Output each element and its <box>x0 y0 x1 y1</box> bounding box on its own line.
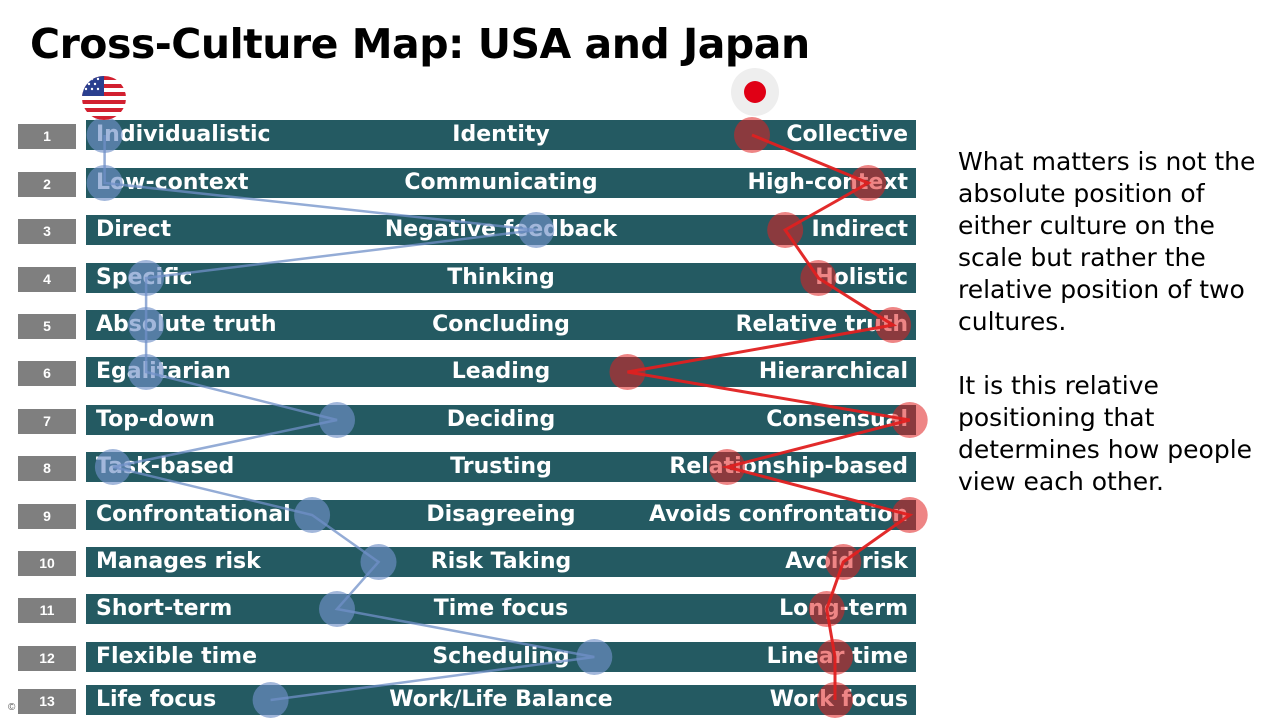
right-label: Consensual <box>766 407 908 432</box>
right-label: Avoid risk <box>785 549 908 574</box>
right-label: Indirect <box>811 217 908 242</box>
dimension-label: Thinking <box>447 265 555 290</box>
row-number: 9 <box>18 504 76 529</box>
right-label: Hierarchical <box>758 359 908 384</box>
scale-bar: Short-term Time focus Long-term <box>86 594 916 624</box>
scale-row: 1 Individualistic Identity Collective <box>18 120 918 150</box>
right-label: Relative truth <box>735 312 908 337</box>
scale-bar: Life focus Work/Life Balance Work focus <box>86 685 916 715</box>
scale-bar: Task-based Trusting Relationship-based <box>86 452 916 482</box>
right-label: Collective <box>786 122 908 147</box>
note-paragraph-1: What matters is not the absolute positio… <box>958 147 1256 336</box>
row-number: 10 <box>18 551 76 576</box>
row-number: 6 <box>18 361 76 386</box>
scale-bar: Absolute truth Concluding Relative truth <box>86 310 916 340</box>
scale-bar: Top-down Deciding Consensual <box>86 405 916 435</box>
right-label: High-context <box>747 170 908 195</box>
right-label: Long-term <box>779 596 908 621</box>
row-number: 8 <box>18 456 76 481</box>
scale-bar: Individualistic Identity Collective <box>86 120 916 150</box>
right-label: Holistic <box>815 265 908 290</box>
row-number: 2 <box>18 172 76 197</box>
right-label: Linear time <box>766 644 908 669</box>
right-label: Work focus <box>769 687 908 712</box>
scale-row: 12 Flexible time Scheduling Linear time <box>18 642 918 672</box>
scale-bar: Manages risk Risk Taking Avoid risk <box>86 547 916 577</box>
copyright-mark: © <box>8 702 16 713</box>
scale-bar: Confrontational Disagreeing Avoids confron… <box>86 500 916 530</box>
scale-row: 6 Egalitarian Leading Hierarchical <box>18 357 918 387</box>
right-label: Avoids confrontation <box>649 502 908 527</box>
scale-bar: Direct Negative feedback Indirect <box>86 215 916 245</box>
scale-bar: Specific Thinking Holistic <box>86 263 916 293</box>
scale-row: 11 Short-term Time focus Long-term <box>18 594 918 624</box>
scale-row: 8 Task-based Trusting Relationship-based <box>18 452 918 482</box>
row-number: 11 <box>18 598 76 623</box>
usa-flag-icon <box>82 76 126 120</box>
scale-row: 7 Top-down Deciding Consensual <box>18 405 918 435</box>
japan-flag-icon <box>731 68 779 116</box>
row-number: 13 <box>18 689 76 714</box>
scale-row: 9 Confrontational Disagreeing Avoids confro… <box>18 500 918 530</box>
row-number: 5 <box>18 314 76 339</box>
scale-row: 10 Manages risk Risk Taking Avoid risk <box>18 547 918 577</box>
scale-bar: Flexible time Scheduling Linear time <box>86 642 916 672</box>
scale-bar: Low-context Communicating High-context <box>86 168 916 198</box>
note-paragraph-2: It is this relative positioning that det… <box>958 371 1253 496</box>
row-number: 12 <box>18 646 76 671</box>
scale-row: 3 Direct Negative feedback Indirect <box>18 215 918 245</box>
row-number: 1 <box>18 124 76 149</box>
row-number: 3 <box>18 219 76 244</box>
page-title: Cross-Culture Map: USA and Japan <box>30 20 810 68</box>
scale-row: 13 Life focus Work/Life Balance Work focus <box>18 685 918 715</box>
dimension-label: Negative feedback <box>384 217 618 242</box>
row-number: 7 <box>18 409 76 434</box>
scale-row: 5 Absolute truth Concluding Relative truth <box>18 310 918 340</box>
right-label: Relationship-based <box>669 454 908 479</box>
row-number: 4 <box>18 267 76 292</box>
scale-bar: Egalitarian Leading Hierarchical <box>86 357 916 387</box>
scale-row: 2 Low-context Communicating High-context <box>18 168 918 198</box>
scale-row: 4 Specific Thinking Holistic <box>18 263 918 293</box>
